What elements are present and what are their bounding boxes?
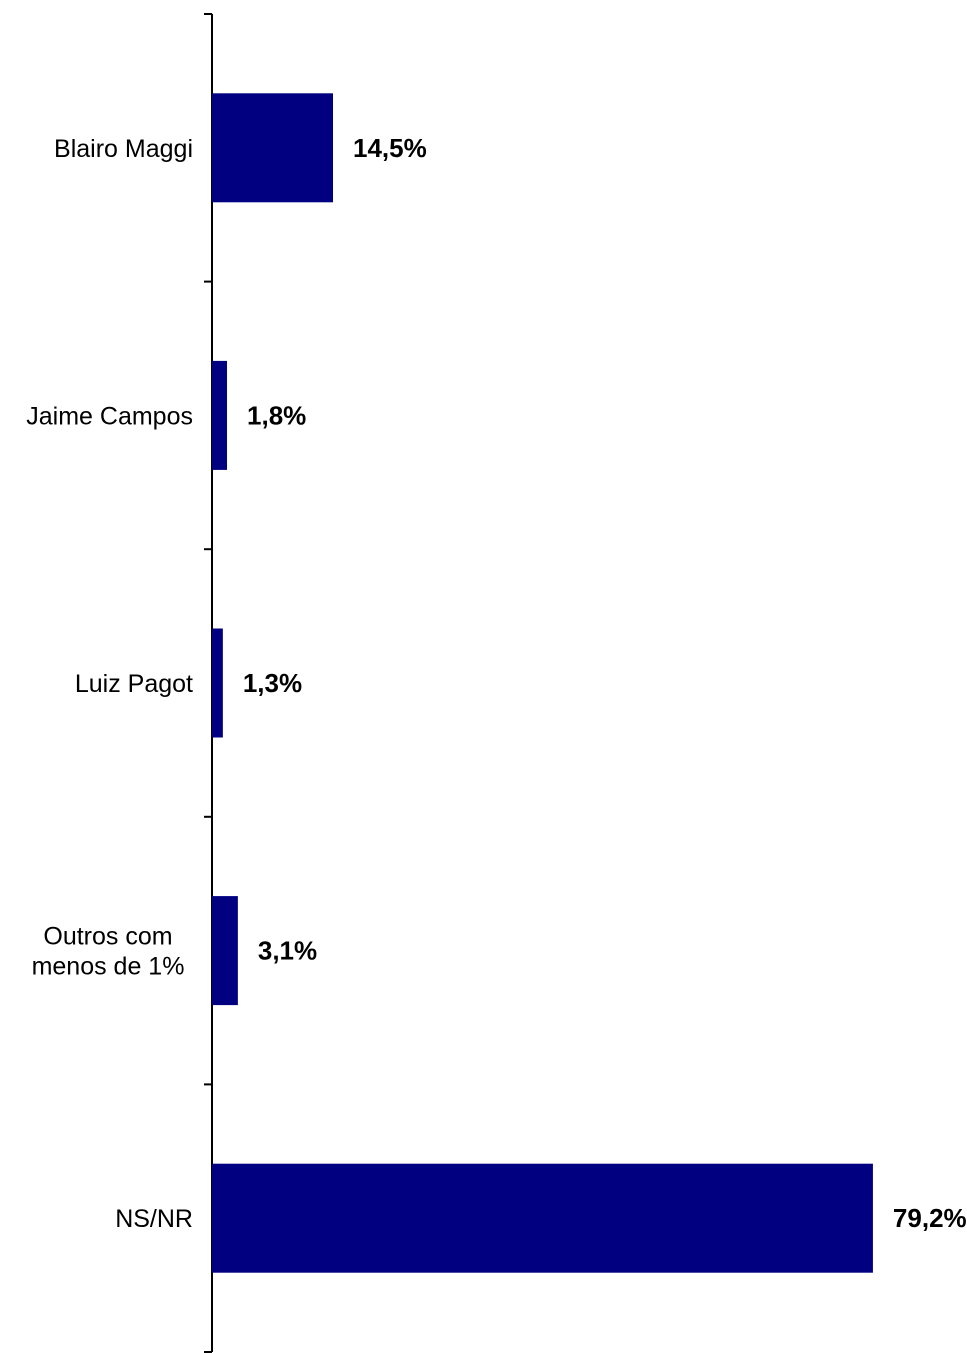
category-label: Luiz Pagot [75,670,193,698]
bars-layer [212,93,873,1273]
data-label: 14,5% [353,133,427,163]
category-label: Jaime Campos [26,402,193,430]
category-label: menos de 1% [32,953,185,981]
category-label: Blairo Maggi [54,135,193,163]
bar [212,1163,873,1273]
bar [212,628,223,738]
category-label: NS/NR [115,1205,193,1233]
bar [212,896,238,1006]
bar [212,360,228,470]
data-label: 3,1% [258,936,317,966]
axis-layer [204,13,213,1353]
data-label: 79,2% [893,1203,967,1233]
bar [212,93,334,203]
category-label: Outros com [43,923,172,951]
data-label: 1,3% [243,668,302,698]
data-label: 1,8% [247,400,306,430]
labels-layer: 14,5% Blairo Maggi 1,8% Jaime Campos 1,3% Lui… [26,133,966,1233]
